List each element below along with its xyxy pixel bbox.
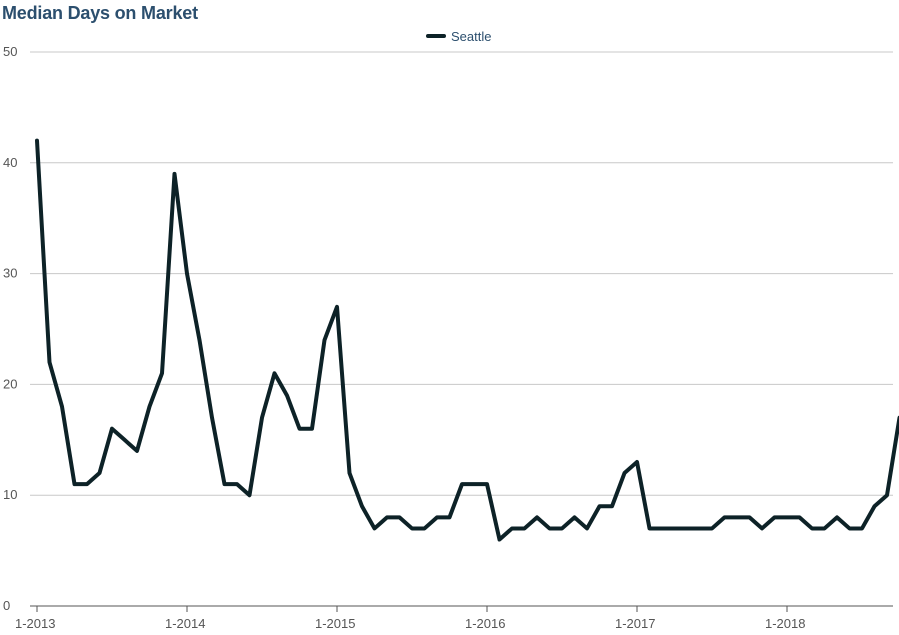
x-tick-label: 1-2017 [615, 616, 655, 631]
x-tick-label: 1-2016 [465, 616, 505, 631]
x-axis: 1-2013 1-2014 1-2015 1-2016 1-2017 1-2018 [15, 605, 893, 631]
y-tick-label: 10 [3, 487, 17, 502]
legend: Seattle [426, 29, 491, 44]
legend-label: Seattle [451, 29, 491, 44]
x-tick-label: 1-2014 [165, 616, 205, 631]
series-layer [35, 138, 899, 542]
x-tick-label: 1-2015 [315, 616, 355, 631]
y-tick-label: 40 [3, 155, 17, 170]
x-tick-label: 1-2013 [15, 616, 55, 631]
chart-title: Median Days on Market [2, 3, 198, 23]
x-tick-label: 1-2018 [765, 616, 805, 631]
y-tick-label: 30 [3, 266, 17, 281]
series-line-seattle [35, 138, 899, 542]
y-axis: 0 10 20 30 40 50 [3, 44, 17, 613]
y-tick-label: 20 [3, 376, 17, 391]
y-tick-label: 50 [3, 44, 17, 59]
grid-lines [30, 51, 893, 496]
y-tick-label: 0 [3, 598, 10, 613]
